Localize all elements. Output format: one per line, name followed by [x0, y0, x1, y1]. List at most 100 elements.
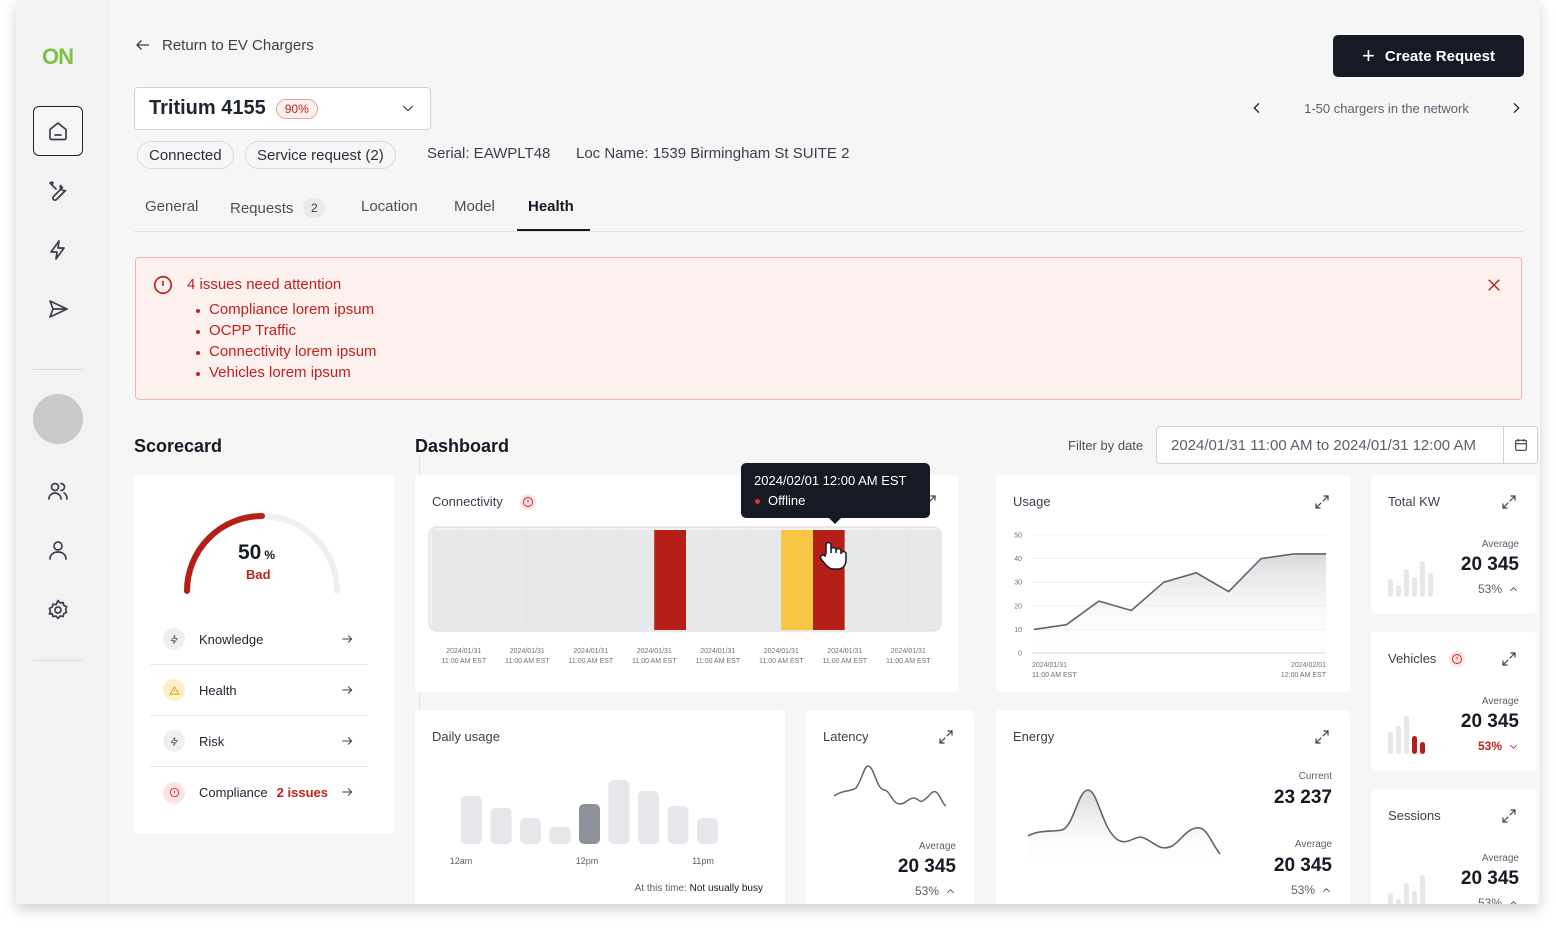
- connectivity-tick-date: 2024/01/31: [446, 648, 481, 655]
- expand-icon[interactable]: [937, 728, 955, 746]
- connectivity-slot-offline[interactable]: [654, 530, 686, 630]
- location-text: Loc Name: 1539 Birmingham St SUITE 2: [576, 145, 850, 162]
- back-link[interactable]: Return to EV Chargers: [134, 36, 314, 54]
- connectivity-slot-ok[interactable]: [749, 530, 782, 630]
- energy-area-chart: [1028, 789, 1221, 870]
- chevron-left-icon[interactable]: [1249, 100, 1265, 116]
- connectivity-slot-ok[interactable]: [876, 530, 909, 630]
- connectivity-slot-ok[interactable]: [432, 530, 464, 630]
- usage-chart: 0 10 20 30 40 50 2024/01/31 11:00 AM EST 2024…: [1014, 533, 1327, 680]
- scorecard-row-health[interactable]: Health: [150, 665, 368, 716]
- user-icon: [49, 541, 67, 560]
- expand-icon[interactable]: [1313, 728, 1331, 746]
- vehicles-warning[interactable]: [1449, 651, 1465, 667]
- nav-team[interactable]: [33, 466, 83, 516]
- connectivity-title: Connectivity: [432, 494, 503, 509]
- scorecard-row-compliance[interactable]: Compliance 2 issues: [150, 767, 368, 818]
- vehicles-title: Vehicles: [1388, 651, 1437, 666]
- daily-usage-bar[interactable]: [520, 818, 541, 844]
- total-kw-sparkbars: [1388, 561, 1433, 597]
- expand-icon[interactable]: [1500, 493, 1518, 511]
- energy-value: 20 345: [1273, 855, 1332, 876]
- alert-circle-icon: [169, 787, 179, 798]
- connectivity-slot-ok[interactable]: [686, 530, 718, 630]
- expand-icon[interactable]: [1500, 650, 1518, 668]
- chevron-right-icon[interactable]: [1508, 100, 1524, 116]
- total-kw-trend: 53%: [1478, 582, 1519, 596]
- daily-usage-bar[interactable]: [608, 780, 630, 844]
- connectivity-slot-ok[interactable]: [717, 530, 750, 630]
- daily-usage-card: Daily usage 12am 12pm 11pm At this time:…: [415, 710, 785, 904]
- vehicles-trend: 53%: [1478, 739, 1519, 753]
- expand-icon[interactable]: [1500, 807, 1518, 825]
- connectivity-slot-ok[interactable]: [559, 530, 591, 630]
- connectivity-slot-warning[interactable]: [781, 530, 813, 630]
- connectivity-slot-ok[interactable]: [622, 530, 655, 630]
- tab-general[interactable]: General: [145, 198, 199, 215]
- date-range-input[interactable]: 2024/01/31 11:00 AM to 2024/01/31 12:00 …: [1156, 426, 1538, 464]
- usage-x-end-time: 12:00 AM EST: [1281, 672, 1327, 679]
- connectivity-slot-ok[interactable]: [844, 530, 877, 630]
- connectivity-slot-ok[interactable]: [590, 530, 623, 630]
- charger-name: Tritium 4155: [149, 97, 266, 119]
- status-dot: [755, 499, 760, 504]
- energy-card: Energy Current 23 237 Average 20 345 53%: [996, 710, 1350, 904]
- daily-usage-bar[interactable]: [579, 804, 600, 844]
- charger-select[interactable]: Tritium 4155 90%: [134, 87, 431, 130]
- nav-service[interactable]: [33, 166, 83, 216]
- close-icon[interactable]: [1485, 276, 1503, 294]
- connectivity-warning[interactable]: [520, 494, 536, 510]
- daily-usage-bar[interactable]: [638, 791, 659, 844]
- daily-usage-bar[interactable]: [697, 818, 718, 844]
- daily-usage-bar[interactable]: [549, 827, 571, 844]
- scorecard-row-label: Compliance: [199, 785, 268, 800]
- calendar-button[interactable]: [1503, 427, 1537, 463]
- filter-label: Filter by date: [1068, 438, 1144, 453]
- tab-location[interactable]: Location: [361, 198, 418, 215]
- tooltip-status: Offline: [768, 493, 806, 508]
- daily-usage-bar[interactable]: [490, 808, 512, 844]
- expand-icon[interactable]: [920, 493, 938, 511]
- daily-usage-bar[interactable]: [461, 796, 482, 844]
- alert-issue-item[interactable]: OCPP Traffic: [196, 322, 377, 343]
- chevron-down-icon: [1509, 744, 1518, 749]
- total-kw-avg-label: Average: [1481, 539, 1519, 550]
- tab-model[interactable]: Model: [454, 198, 495, 215]
- nav-home[interactable]: [33, 106, 83, 156]
- tab-requests[interactable]: Requests 2: [230, 198, 326, 218]
- alert-issue-item[interactable]: Vehicles lorem ipsum: [196, 364, 377, 385]
- service-request-chip[interactable]: Service request (2): [245, 141, 396, 169]
- connectivity-slot-ok[interactable]: [495, 530, 528, 630]
- connectivity-slot-ok[interactable]: [463, 530, 496, 630]
- usage-y-tick: 20: [1014, 603, 1022, 610]
- connectivity-tick-date: 2024/01/31: [891, 648, 926, 655]
- alert-issue-item[interactable]: Connectivity lorem ipsum: [196, 343, 377, 364]
- dashboard-title: Dashboard: [415, 436, 510, 456]
- main-content: Return to EV Chargers + Create Request T…: [134, 0, 1538, 904]
- nav-settings[interactable]: [33, 585, 83, 635]
- score-gauge: [184, 513, 340, 594]
- create-request-button[interactable]: + Create Request: [1333, 35, 1524, 77]
- brand-logo[interactable]: ON: [42, 44, 74, 69]
- expand-icon[interactable]: [1313, 493, 1331, 511]
- scorecard-row-risk[interactable]: Risk: [150, 716, 368, 767]
- score-value: 50%: [238, 541, 276, 564]
- connectivity-slot-ok[interactable]: [527, 530, 559, 630]
- daily-usage-x-label: 12am: [450, 856, 473, 866]
- score-status: Bad: [246, 567, 271, 582]
- latency-value: 20 345: [897, 856, 956, 877]
- connectivity-slot-ok[interactable]: [908, 530, 940, 630]
- daily-usage-bar[interactable]: [667, 806, 689, 844]
- tab-health[interactable]: Health: [528, 198, 574, 215]
- avatar[interactable]: [33, 394, 83, 444]
- nav-profile[interactable]: [33, 525, 83, 575]
- alert-issue-item[interactable]: Compliance lorem ipsum: [196, 301, 377, 322]
- usage-x-start-time: 11:00 AM EST: [1032, 672, 1077, 679]
- pointer-cursor-icon: [819, 541, 847, 570]
- home-icon: [49, 122, 67, 141]
- chevron-up-icon: [1510, 900, 1517, 904]
- scorecard-row-knowledge[interactable]: Knowledge: [150, 614, 368, 665]
- usage-card: Usage 0 10 20 30 40 50 2024/01/31 11:00 AM ES…: [996, 475, 1350, 692]
- nav-energy[interactable]: [33, 225, 83, 275]
- nav-send[interactable]: [33, 284, 83, 334]
